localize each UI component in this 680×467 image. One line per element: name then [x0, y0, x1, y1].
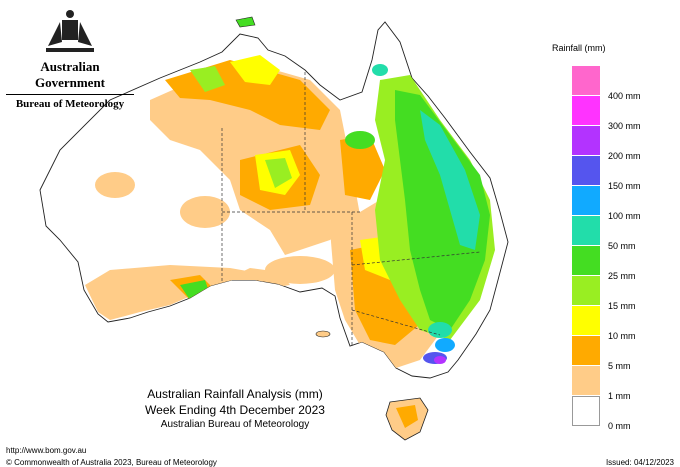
legend-swatch	[572, 366, 600, 396]
map-period: Week Ending 4th December 2023	[145, 403, 325, 417]
legend-swatch	[572, 306, 600, 336]
legend-label: 150 mm	[608, 181, 641, 191]
legend-swatch	[572, 66, 600, 96]
footer-copyright: © Commonwealth of Australia 2023, Bureau…	[6, 458, 217, 467]
legend-label: 100 mm	[608, 211, 641, 221]
coat-of-arms-icon	[46, 10, 94, 52]
legend-swatch	[572, 156, 600, 186]
tasmania-rain-core	[396, 405, 418, 428]
legend-label: 200 mm	[608, 151, 641, 161]
legend-label: 50 mm	[608, 241, 636, 251]
legend-swatch	[572, 336, 600, 366]
footer-issued-date: Issued: 04/12/2023	[605, 458, 674, 467]
state-borders	[221, 72, 481, 345]
rain-band-150-300mm	[423, 352, 447, 364]
legend	[572, 66, 600, 426]
footer-url[interactable]: http://www.bom.gov.au	[6, 446, 87, 455]
bureau-name: Bureau of Meteorology	[15, 98, 125, 110]
legend-swatch	[572, 276, 600, 306]
legend-swatch	[572, 246, 600, 276]
legend-label: 25 mm	[608, 271, 636, 281]
melville-island	[235, 16, 256, 28]
rain-band-50-100mm	[372, 64, 480, 338]
legend-title: Rainfall (mm)	[552, 43, 606, 53]
government-branding: Australian Government Bureau of Meteorol…	[6, 8, 134, 110]
map-caption: Australian Rainfall Analysis (mm) Week E…	[120, 386, 350, 432]
legend-swatch	[572, 216, 600, 246]
legend-label: 400 mm	[608, 91, 641, 101]
map-source: Australian Bureau of Meteorology	[160, 419, 310, 430]
legend-swatch	[572, 126, 600, 156]
legend-label: 300 mm	[608, 121, 641, 131]
legend-label: 15 mm	[608, 301, 636, 311]
legend-label: 1 mm	[608, 391, 631, 401]
kangaroo-island	[315, 330, 331, 338]
map-title: Australian Rainfall Analysis (mm)	[147, 387, 323, 401]
government-name: Australian Government	[6, 59, 134, 95]
rain-band-100-150mm	[435, 338, 455, 352]
legend-label: 10 mm	[608, 331, 636, 341]
legend-swatch	[572, 96, 600, 126]
legend-swatch	[572, 186, 600, 216]
legend-label: 5 mm	[608, 361, 631, 371]
legend-swatch	[572, 396, 600, 426]
legend-label: 0 mm	[608, 421, 631, 431]
